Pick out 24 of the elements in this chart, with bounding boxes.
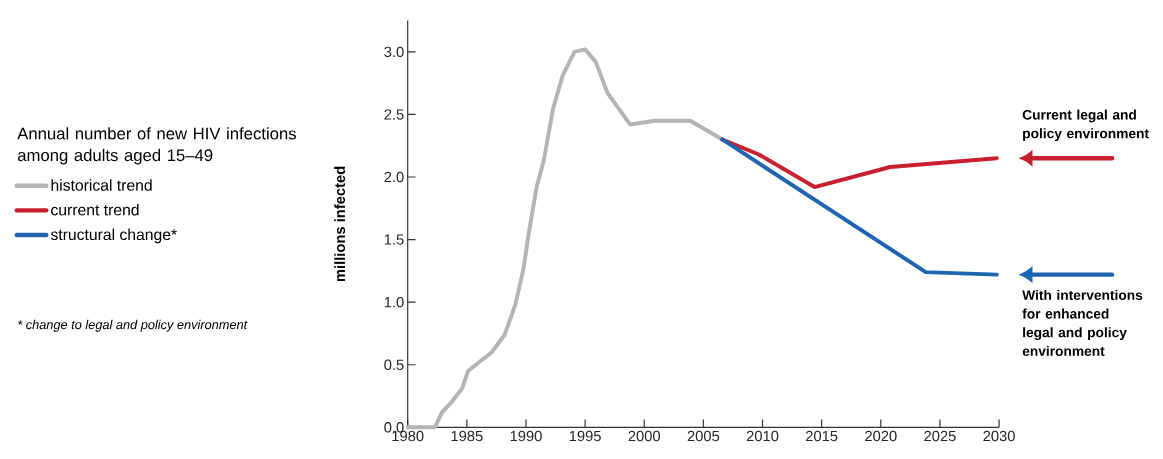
legend-label: structural change* [50, 228, 177, 244]
x-tick-label: 2015 [806, 430, 838, 442]
y-tick-label: 2.5 [384, 109, 404, 120]
text: Current legal and policy environment [1022, 109, 1149, 142]
y-tick-label: 0.5 [384, 359, 404, 371]
x-tick-label: 2020 [865, 430, 897, 442]
y-tick-label: 1.0 [384, 297, 404, 308]
y-tick-label: 1.5 [384, 234, 404, 245]
legend-label: historical trend [51, 179, 152, 191]
x-tick-label: 1985 [451, 430, 483, 442]
text: * change to legal and policy environment [17, 319, 248, 332]
x-tick-label: 1990 [510, 430, 542, 442]
legend-label: current trend [51, 204, 139, 216]
x-tick-label: 2030 [983, 430, 1015, 442]
y-tick-label: 3.0 [384, 46, 404, 58]
x-tick-label: 2005 [687, 430, 720, 442]
text: Annual number of new HIV infections among adults aged 15–49 [17, 127, 296, 165]
x-tick-label: 2025 [924, 430, 956, 442]
x-tick-label: 2010 [746, 430, 779, 442]
x-tick-label: 1995 [569, 430, 601, 442]
y-axis-title: millions infected [334, 166, 346, 282]
text: With interventions for enhanced legal and policy environment [1022, 290, 1143, 357]
x-tick-label: 2000 [628, 430, 661, 442]
y-tick-label: 2.0 [384, 171, 404, 183]
